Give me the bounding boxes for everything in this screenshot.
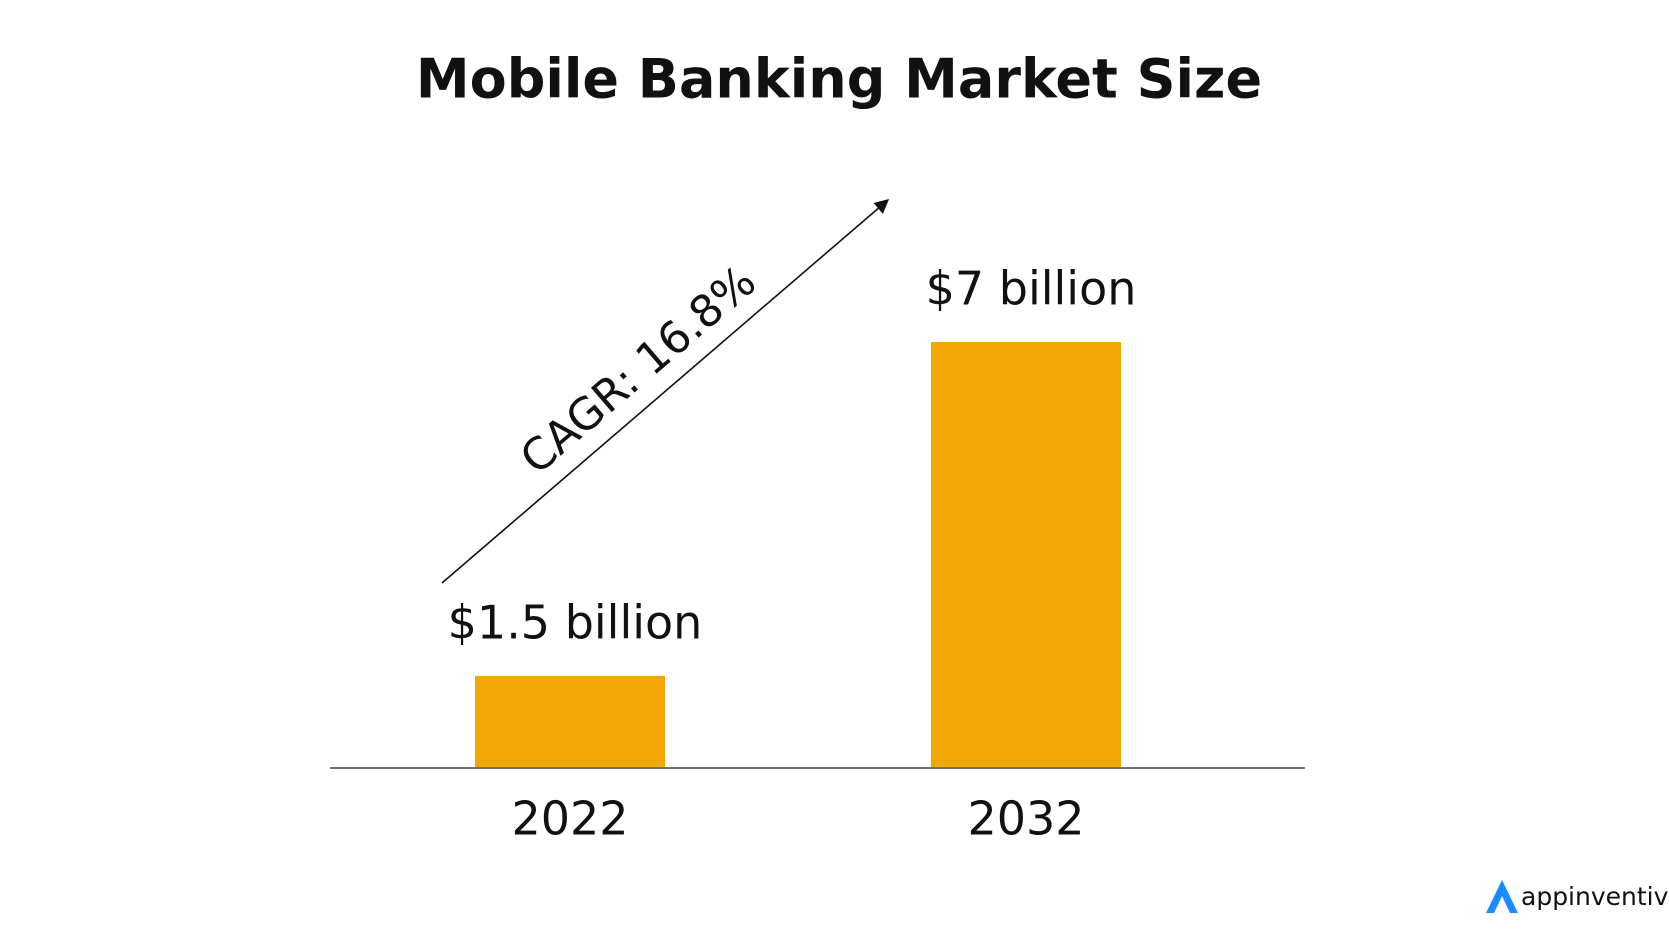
bar (931, 342, 1121, 767)
value-label: $7 billion (926, 262, 1137, 316)
value-label: $1.5 billion (448, 595, 703, 649)
chart-title: Mobile Banking Market Size (416, 48, 1262, 111)
x-tick-label: 2022 (511, 792, 628, 846)
growth-arrow (441, 199, 890, 584)
logo-text: appinventiv (1521, 882, 1669, 911)
bar (475, 675, 665, 767)
logo: appinventiv (1486, 880, 1669, 913)
x-tick-label: 2032 (967, 792, 1084, 846)
cagr-annotation: CAGR: 16.8% (511, 256, 766, 485)
logo-icon (1486, 880, 1518, 913)
